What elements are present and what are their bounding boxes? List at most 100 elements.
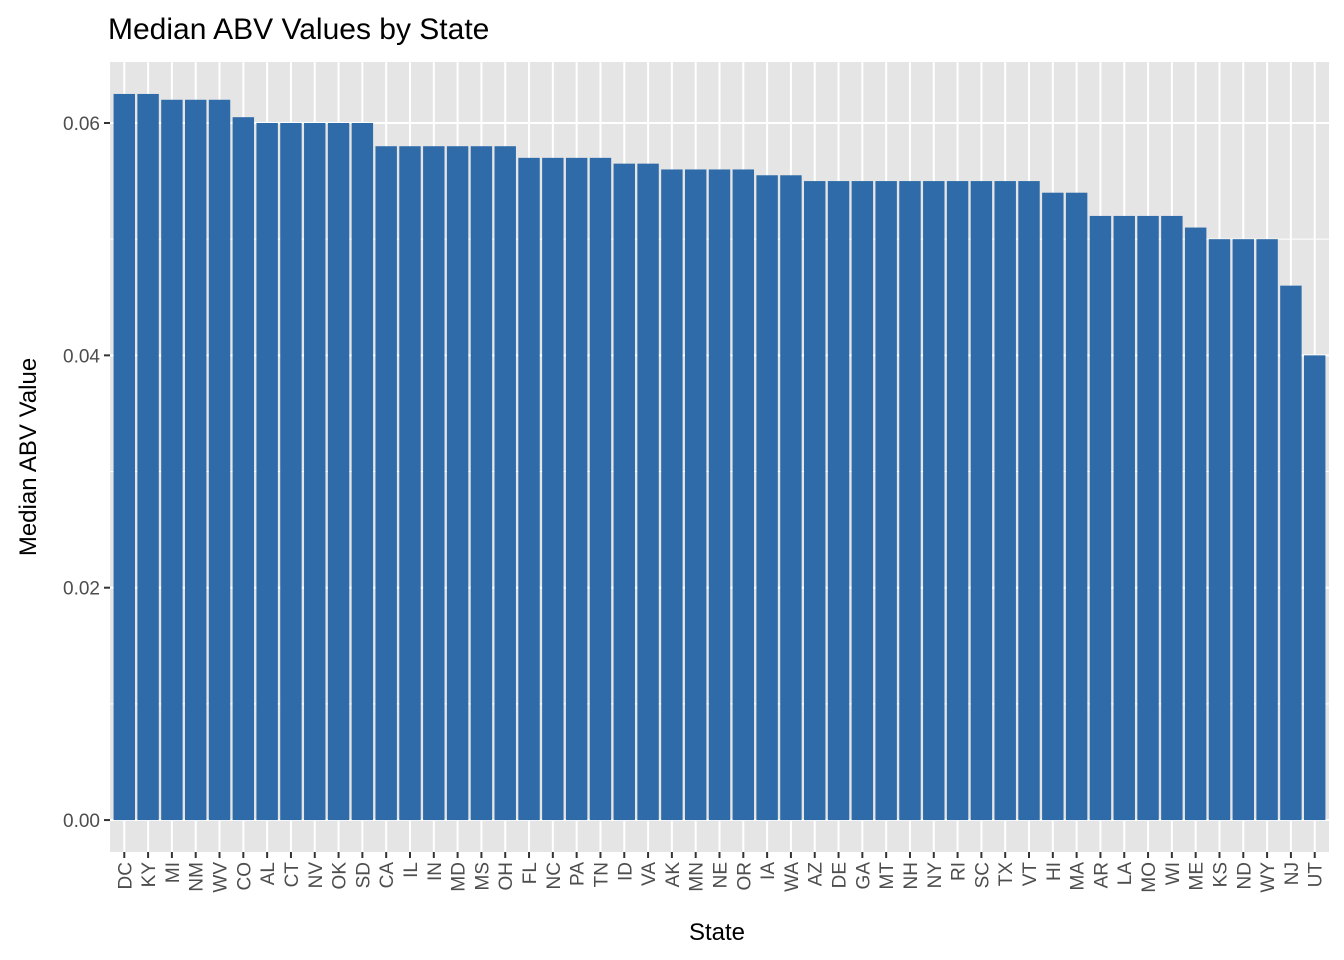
x-tick-label: VA: [639, 862, 660, 886]
x-tick-label: IN: [425, 862, 446, 881]
bar-al: [256, 122, 278, 821]
x-tick-label: AR: [1091, 862, 1112, 888]
x-tick-label: ME: [1187, 862, 1208, 891]
x-tick-label: IA: [758, 862, 779, 880]
bars: [113, 93, 1326, 821]
x-tick-label: MA: [1068, 862, 1089, 891]
bar-az: [804, 181, 826, 821]
bar-nj: [1280, 285, 1302, 821]
bar-ar: [1089, 215, 1112, 821]
bar-il: [399, 146, 421, 821]
bar-wv: [208, 99, 231, 821]
bar-ct: [280, 122, 302, 821]
y-tick-label: 0.02: [63, 579, 100, 600]
bar-vt: [1018, 181, 1040, 821]
x-tick-label: LA: [1115, 862, 1136, 886]
x-tick-label: MO: [1139, 862, 1160, 893]
bar-mt: [875, 181, 897, 821]
x-tick-label: SD: [353, 862, 374, 888]
x-tick-label: ID: [615, 862, 636, 881]
bar-la: [1113, 215, 1135, 821]
y-tick-label: 0.00: [63, 811, 100, 832]
bar-pa: [565, 157, 588, 821]
bar-fl: [518, 157, 540, 821]
bar-md: [446, 146, 469, 821]
bar-hi: [1042, 192, 1064, 821]
x-tick-label: UT: [1306, 862, 1327, 888]
bar-tx: [994, 181, 1016, 821]
x-tick-label: WI: [1163, 862, 1184, 885]
bar-mi: [161, 99, 183, 821]
bar-ne: [708, 169, 731, 821]
x-tick-label: OH: [496, 862, 517, 891]
x-tick-label: DC: [115, 862, 136, 889]
x-tick-label: NC: [544, 862, 565, 889]
x-tick-label: KY: [139, 862, 160, 888]
x-tick-label: VT: [1020, 862, 1041, 887]
bar-sd: [351, 122, 374, 821]
x-tick-label: RI: [949, 862, 970, 881]
x-tick-label: WA: [782, 862, 803, 892]
x-tick-label: DE: [830, 862, 851, 888]
bar-co: [232, 117, 255, 821]
x-tick-label: MT: [877, 862, 898, 890]
bar-ak: [661, 169, 683, 821]
bar-or: [732, 169, 755, 821]
y-axis-title: Median ABV Value: [15, 358, 42, 556]
bar-nm: [184, 99, 207, 821]
bar-ny: [923, 181, 945, 821]
bar-nd: [1232, 239, 1255, 821]
x-tick-label: AK: [663, 862, 684, 888]
bar-de: [827, 181, 850, 821]
x-tick-label: TN: [591, 862, 612, 887]
x-tick-label: ND: [1234, 862, 1255, 889]
x-tick-label: MN: [687, 862, 708, 892]
x-axis-title: State: [689, 919, 745, 946]
x-axis: DC KY MI NM WV CO AL CT NV OK SD CA IL IN MD MS OH FL NC PA…: [115, 852, 1327, 893]
bar-ms: [470, 146, 493, 821]
bar-oh: [494, 146, 516, 821]
x-tick-label: IL: [401, 862, 422, 878]
bar-id: [613, 163, 635, 821]
bar-va: [637, 163, 659, 821]
x-tick-label: WV: [211, 862, 232, 893]
bar-wi: [1161, 215, 1183, 821]
bar-ri: [946, 181, 969, 821]
x-tick-label: NE: [711, 862, 732, 888]
bar-ut: [1304, 355, 1326, 821]
x-tick-label: CA: [377, 862, 398, 889]
bar-mn: [684, 169, 707, 821]
y-axis: 0.00 0.02 0.04 0.06: [63, 114, 110, 832]
x-tick-label: OR: [734, 862, 755, 891]
x-tick-label: NY: [925, 862, 946, 889]
bar-me: [1184, 227, 1207, 821]
x-tick-label: AZ: [806, 862, 827, 887]
x-tick-label: PA: [568, 862, 589, 886]
x-tick-label: MS: [472, 862, 493, 891]
x-tick-label: NM: [187, 862, 208, 892]
x-tick-label: NH: [901, 862, 922, 889]
bar-nv: [304, 122, 326, 821]
bar-tn: [589, 157, 612, 821]
bar-nh: [899, 181, 921, 821]
x-tick-label: WY: [1258, 862, 1279, 893]
y-tick-label: 0.04: [63, 346, 100, 367]
x-tick-label: FL: [520, 862, 541, 884]
x-tick-label: AL: [258, 862, 279, 885]
x-tick-label: CT: [282, 862, 303, 888]
y-tick-label: 0.06: [63, 114, 100, 135]
bar-ks: [1208, 239, 1231, 821]
bar-wy: [1256, 239, 1278, 821]
bar-ga: [851, 181, 874, 821]
bar-wa: [780, 175, 802, 821]
x-tick-label: OK: [330, 862, 351, 890]
x-tick-label: KS: [1210, 862, 1231, 887]
chart-title: Median ABV Values by State: [108, 13, 489, 46]
x-tick-label: NJ: [1282, 862, 1303, 885]
bar-ok: [327, 122, 350, 821]
x-tick-label: SC: [972, 862, 993, 888]
bar-ca: [375, 146, 397, 821]
bar-sc: [970, 181, 993, 821]
bar-ky: [137, 93, 159, 821]
